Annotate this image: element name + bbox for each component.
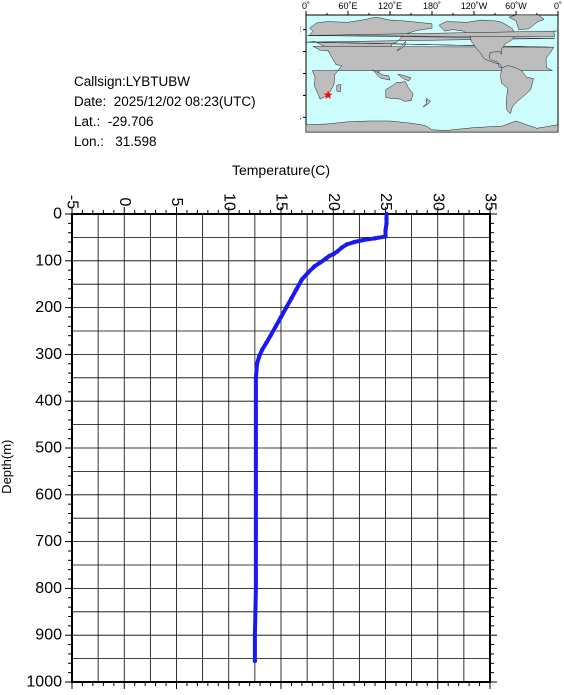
temperature-profile-point	[372, 236, 378, 241]
y-tick-label: 700	[35, 533, 62, 550]
x-tick-label: 5	[168, 198, 185, 207]
x-tick-label: 35	[482, 193, 499, 211]
x-tick-label: 30	[429, 193, 446, 211]
y-tick-label: 800	[35, 580, 62, 597]
map-lat-label: 60˚S	[300, 112, 301, 122]
temperature-profile-point	[318, 260, 323, 265]
temperature-profile-point	[253, 539, 259, 544]
map-land-new-zealand	[422, 97, 431, 108]
profile-plot: -5 0 5 10 15 20 25 30 35 01002003004005006007008…	[0, 162, 499, 691]
temperature-profile-point	[260, 347, 265, 352]
x-tick-label: 0	[116, 198, 133, 207]
temperature-profile-point	[253, 399, 259, 404]
y-tick-labels: 0 100 200 300 400 500 600 700 800 900 1000	[26, 206, 62, 691]
callsign-label: Callsign:LYBTUBW	[74, 74, 191, 89]
chart-grid	[71, 213, 491, 683]
temperature-profile-point	[252, 633, 258, 638]
longitude-label: Lon.: 31.598	[74, 134, 157, 149]
temperature-profile-point	[331, 252, 336, 257]
temperature-profile-point	[253, 445, 259, 451]
y-tick-label: 100	[35, 252, 62, 269]
temperature-profile-point	[253, 422, 259, 427]
temperature-profile-point	[360, 238, 365, 243]
y-tick-label: 400	[35, 393, 62, 410]
chart-series	[252, 211, 389, 664]
map-lat-labels: 60˚N 0˚ 60˚S	[281, 25, 301, 123]
temperature-profile-point	[253, 492, 259, 497]
y-tick-label: 600	[35, 486, 62, 503]
map-land-new-guinea	[397, 73, 412, 82]
temperature-profile-point	[294, 286, 299, 292]
location-marker-icon: ★	[323, 88, 334, 102]
latitude-label: Lat.: -29.706	[74, 114, 154, 129]
map-land-madagascar	[336, 84, 342, 93]
x-tick-label: -5	[64, 195, 81, 209]
map-land	[305, 14, 559, 133]
map-land-africa	[311, 46, 555, 100]
map-land-indonesia	[372, 69, 391, 81]
world-map: 0˚ 60˚E 120˚E 180˚ 120˚W 60˚W 0˚ 60˚N 0˚ 60˚S ★	[281, 1, 562, 133]
x-tick-labels: -5 0 5 10 15 20 25 30 35	[64, 193, 499, 211]
map-lon-label: 0˚	[554, 1, 562, 11]
temperature-profile-point	[335, 249, 340, 254]
y-tick-label: 900	[35, 627, 62, 644]
temperature-profile-point	[383, 234, 388, 239]
temperature-profile-point	[312, 264, 317, 269]
temperature-profile-point	[339, 245, 344, 250]
x-tick-label: 20	[325, 193, 342, 211]
x-tick-label: 10	[220, 193, 237, 211]
y-axis-label: Depth(m)	[0, 440, 14, 494]
map-land-antarctica	[305, 120, 559, 133]
x-tick-label: 15	[273, 193, 290, 211]
y-tick-label: 300	[35, 346, 62, 363]
temperature-profile-point	[253, 586, 259, 591]
temperature-depth-chart: -5 0 5 10 15 20 25 30 35 0 100 200 300 400 500 600 700 8…	[0, 160, 564, 691]
y-tick-label: 500	[35, 440, 62, 457]
y-tick-label: 200	[35, 299, 62, 316]
date-label: Date: 2025/12/02 08:23(UTC)	[74, 94, 256, 109]
temperature-profile-point	[252, 658, 258, 664]
temperature-profile-point	[264, 340, 269, 345]
map-land-britain	[307, 30, 557, 38]
temperature-profile-point	[268, 333, 273, 338]
map-lon-label: 120˚E	[378, 1, 402, 11]
temperature-profile-point	[384, 216, 389, 221]
x-axis-label: Temperature(C)	[232, 162, 330, 178]
temperature-profile-point	[254, 361, 260, 366]
y-tick-label: 1000	[26, 674, 62, 691]
temperature-profile-point	[344, 242, 349, 247]
map-lon-label: 120˚W	[461, 1, 488, 11]
x-tick-label: 25	[377, 193, 394, 211]
map-lon-labels: 0˚ 60˚E 120˚E 180˚ 120˚W 60˚W 0˚	[302, 1, 562, 11]
plot-frame	[71, 213, 491, 683]
temperature-profile-point	[383, 228, 388, 233]
location-map: 0˚ 60˚E 120˚E 180˚ 120˚W 60˚W 0˚ 60˚N 0˚ 60˚S ★	[281, 0, 564, 140]
map-ticks	[303, 11, 559, 118]
temperature-profile-point	[352, 239, 357, 245]
temperature-profile-point	[289, 296, 294, 301]
map-land-greenland	[508, 14, 545, 30]
temperature-profile-line	[252, 212, 389, 663]
map-lat-label: 0˚	[300, 69, 301, 79]
map-land-south-america	[500, 65, 534, 115]
map-lon-label: 60˚W	[505, 1, 527, 11]
map-lon-label: 0˚	[302, 1, 310, 11]
temperature-profile-point	[278, 314, 284, 320]
temperature-profile-point	[384, 221, 389, 226]
map-land-japan	[396, 41, 406, 52]
temperature-profile-point	[284, 305, 289, 310]
map-lat-label: 60˚N	[300, 25, 301, 35]
map-lon-label: 180˚	[423, 1, 441, 11]
temperature-profile-point	[256, 354, 262, 359]
temperature-profile-point	[323, 256, 329, 261]
map-lon-label: 60˚E	[338, 1, 357, 11]
temperature-profile-point	[253, 375, 259, 380]
temperature-profile-point	[306, 270, 311, 275]
temperature-profile-point	[299, 277, 305, 282]
map-land-australia	[385, 81, 414, 102]
temperature-profile-point	[273, 324, 278, 329]
temperature-profile-point	[384, 211, 389, 217]
y-tick-label: 0	[53, 206, 62, 223]
temperature-profile-point	[326, 253, 332, 259]
